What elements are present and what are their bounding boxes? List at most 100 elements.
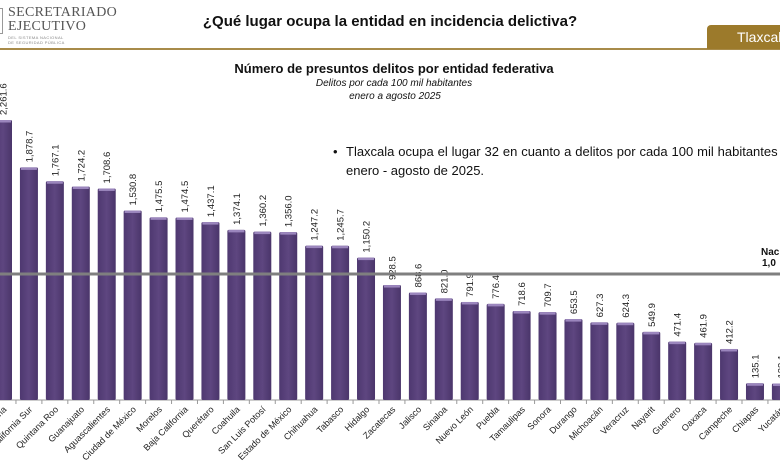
bar [201,222,220,400]
bar-highlight [383,285,400,288]
bar-highlight [72,186,89,190]
bar [616,322,635,400]
bar-highlight [0,120,11,123]
bar-highlight [306,245,323,249]
bar-highlight [772,383,780,387]
value-label: 549.9 [647,303,658,327]
value-label: 1,724.2 [76,150,87,182]
logo-line-2: EJECUTIVO [8,19,87,34]
bar [149,217,168,400]
value-label: 653.5 [569,290,580,314]
page-title: ¿Qué lugar ocupa la entidad en incidenci… [202,13,578,30]
value-label: 1,245.7 [336,209,347,241]
bar [590,322,609,400]
bar [175,217,194,400]
value-label: 412.2 [725,320,736,344]
bar-highlight [409,292,426,295]
value-label: 1,150.2 [362,221,373,253]
bar [694,342,713,400]
value-label: 133.1 [776,355,780,379]
bar-highlight [695,342,712,346]
bar [279,232,298,400]
bar [45,181,64,400]
category-label: Tabasco [315,404,346,435]
value-label: 2,261.6 [0,83,10,115]
logo-line-1: SECRETARIADO [8,5,118,20]
national-label: Nacional [761,247,780,258]
value-label: 627.3 [595,294,606,318]
bar-highlight [435,298,452,301]
chart-subtitle: Delitos por cada 100 mil habitantes [315,78,473,89]
note-bullet: • Tlaxcala ocupa el lugar 32 en cuanto a … [333,142,780,180]
bar [720,348,739,400]
bar-highlight [669,341,686,345]
bar-highlight [280,232,297,235]
category-label: Chiapas [730,404,761,435]
bar [357,257,376,400]
bar-highlight [539,312,556,315]
bar [123,210,142,400]
value-label: 1,437.1 [206,185,217,217]
emblem-icon [0,8,3,34]
value-label: 776.4 [491,275,502,299]
bar-highlight [487,303,504,307]
bar [668,341,687,400]
bar [19,167,38,400]
value-label: 791.9 [465,273,476,297]
value-label: 1,356.0 [284,195,295,227]
bar [305,245,324,400]
bar [97,188,116,400]
value-label: 928.5 [387,256,398,280]
header-divider [0,48,780,50]
bar [71,186,90,400]
bar-highlight [254,231,271,235]
logo-line-4: DE SEGURIDAD PÚBLICA [8,40,65,45]
note-text: Tlaxcala ocupa el lugar 32 en cuanto a d… [346,144,780,178]
bar-highlight [124,210,141,213]
value-label: 1,475.5 [154,181,165,213]
bar-highlight [332,245,349,249]
value-label: 718.6 [517,282,528,306]
bar [0,120,12,400]
logo: SECRETARIADO EJECUTIVO DEL SISTEMA NACIO… [0,4,118,45]
bar [227,229,246,400]
bar [512,311,531,400]
bar-highlight [202,222,219,225]
chart-title: Número de presuntos delitos por entidad … [234,61,554,76]
value-label: 1,530.8 [128,174,139,206]
bar-highlight [643,331,660,335]
value-label: 1,767.1 [50,145,61,177]
bar-highlight [46,181,63,184]
value-label: 624.3 [621,294,632,318]
category-label: Jalisco [397,404,424,431]
bar-highlight [513,311,530,314]
value-label: 1,360.2 [258,195,269,227]
bar-highlight [617,322,634,326]
bar-highlight [150,217,167,220]
bar [771,383,780,400]
logo-subtitle: DEL SISTEMA NACIONAL DE SEGURIDAD PÚBLICA [8,35,65,45]
value-label: 868.6 [413,264,424,288]
tab-tlaxcala[interactable]: Tlaxcala [707,25,780,49]
value-label: 1,247.2 [310,209,321,241]
value-label: 471.4 [673,313,684,337]
logo-line-3: DEL SISTEMA NACIONAL [8,35,64,40]
bar-highlight [746,383,763,386]
bar [460,301,479,400]
bar [486,303,505,400]
bar [642,331,661,400]
value-label: 821.0 [439,270,450,294]
national-value: 1,0 [762,258,776,270]
bar [253,231,272,400]
value-label: 1,708.6 [102,152,113,184]
value-label: 135.1 [750,354,761,378]
category-label: Veracruz [599,404,632,437]
bar-highlight [591,322,608,325]
bar-highlight [721,348,738,352]
category-label: Guerrero [650,404,683,437]
value-label: 1,878.7 [24,131,35,163]
bar [382,285,401,400]
bar-highlight [98,188,115,191]
value-label: 461.9 [699,314,710,338]
